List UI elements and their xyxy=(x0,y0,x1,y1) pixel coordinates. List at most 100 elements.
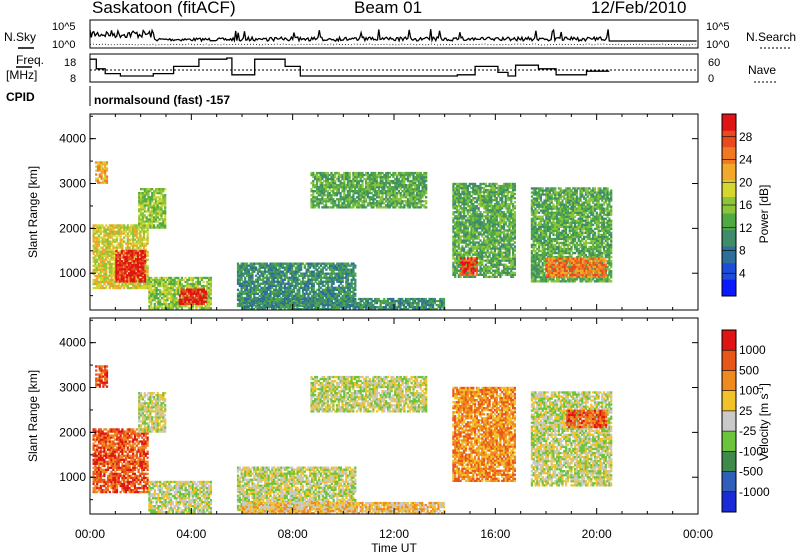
heatmap-cell xyxy=(333,287,335,289)
heatmap-cell xyxy=(454,237,456,239)
heatmap-cell xyxy=(133,254,135,256)
heatmap-cell xyxy=(151,216,153,218)
heatmap-cell xyxy=(160,216,162,218)
heatmap-cell xyxy=(467,243,469,245)
heatmap-cell xyxy=(314,176,316,178)
heatmap-cell xyxy=(157,307,159,309)
heatmap-cell xyxy=(208,295,210,297)
heatmap-cell xyxy=(142,272,144,274)
heatmap-cell xyxy=(405,196,407,198)
heatmap-cell xyxy=(467,187,469,189)
heatmap-cell xyxy=(257,273,259,275)
heatmap-cell xyxy=(138,226,140,228)
heatmap-cell xyxy=(389,196,391,198)
heatmap-cell xyxy=(418,192,420,194)
heatmap-cell xyxy=(190,299,192,301)
heatmap-cell xyxy=(192,279,194,281)
heatmap-cell xyxy=(257,281,259,283)
nsky-tick-low: 10^0 xyxy=(52,39,76,51)
heatmap-cell xyxy=(327,180,329,182)
heatmap-cell xyxy=(354,295,356,297)
heatmap-cell xyxy=(144,206,146,208)
heatmap-cell xyxy=(474,183,476,185)
heatmap-cell xyxy=(109,261,111,263)
heatmap-cell xyxy=(374,198,376,200)
heatmap-cell xyxy=(487,191,489,193)
heatmap-cell xyxy=(157,200,159,202)
heatmap-cell xyxy=(164,226,166,228)
heatmap-cell xyxy=(262,275,264,277)
heatmap-cell xyxy=(487,262,489,264)
heatmap-cell xyxy=(479,231,481,233)
heatmap-cell xyxy=(101,175,103,177)
heatmap-cell xyxy=(197,301,199,303)
heatmap-cell xyxy=(425,176,427,178)
heatmap-cell xyxy=(467,227,469,229)
heatmap-cell xyxy=(467,201,469,203)
heatmap-cell xyxy=(163,293,165,295)
heatmap-cell xyxy=(458,189,460,191)
heatmap-cell xyxy=(259,285,261,287)
heatmap-cell xyxy=(112,245,114,247)
heatmap-cell xyxy=(334,174,336,176)
heatmap-cell xyxy=(147,230,149,232)
heatmap-cell xyxy=(264,285,266,287)
heatmap-cell xyxy=(479,189,481,191)
heatmap-cell xyxy=(147,236,149,238)
heatmap-cell xyxy=(411,182,413,184)
heatmap-cell xyxy=(304,295,306,297)
heatmap-cell xyxy=(392,186,394,188)
heatmap-cell xyxy=(330,184,332,186)
heatmap-cell xyxy=(138,214,140,216)
heatmap-cell xyxy=(401,194,403,196)
heatmap-cell xyxy=(389,206,391,208)
heatmap-cell xyxy=(181,301,183,303)
heatmap-cell xyxy=(109,247,111,249)
heatmap-cell xyxy=(293,265,295,267)
heatmap-cell xyxy=(372,200,374,202)
heatmap-cell xyxy=(333,271,335,273)
heatmap-cell xyxy=(323,172,325,174)
heatmap-cell xyxy=(323,204,325,206)
heatmap-cell xyxy=(153,194,155,196)
heatmap-cell xyxy=(201,277,203,279)
heatmap-cell xyxy=(383,186,385,188)
heatmap-cell xyxy=(287,293,289,295)
heatmap-cell xyxy=(401,202,403,204)
heatmap-cell xyxy=(338,202,340,204)
heatmap-cell xyxy=(316,182,318,184)
heatmap-cell xyxy=(316,269,318,271)
heatmap-cell xyxy=(458,245,460,247)
heatmap-cell xyxy=(323,180,325,182)
heatmap-cell xyxy=(210,299,212,301)
heatmap-cell xyxy=(280,285,282,287)
heatmap-cell xyxy=(330,194,332,196)
heatmap-cell xyxy=(241,271,243,273)
heatmap-cell xyxy=(112,255,114,257)
heatmap-cell xyxy=(354,265,356,267)
heatmap-cell xyxy=(358,192,360,194)
heatmap-cell xyxy=(139,232,141,234)
heatmap-cell xyxy=(297,277,299,279)
heatmap-cell xyxy=(138,220,140,222)
heatmap-cell xyxy=(142,214,144,216)
heatmap-cell xyxy=(144,194,146,196)
heatmap-cell xyxy=(102,285,104,287)
heatmap-cell xyxy=(179,295,181,297)
heatmap-cell xyxy=(454,203,456,205)
heatmap-cell xyxy=(153,202,155,204)
heatmap-cell xyxy=(474,276,476,278)
heatmap-cell xyxy=(381,194,383,196)
heatmap-cell xyxy=(104,165,106,167)
heatmap-cell xyxy=(262,279,264,281)
heatmap-cell xyxy=(340,176,342,178)
heatmap-cell xyxy=(323,190,325,192)
heatmap-cell xyxy=(291,269,293,271)
heatmap-cell xyxy=(157,192,159,194)
heatmap-cell xyxy=(163,279,165,281)
date-title: 12/Feb/2010 xyxy=(591,0,686,17)
heatmap-cell xyxy=(210,289,212,291)
heatmap-cell xyxy=(367,188,369,190)
heatmap-cell xyxy=(151,210,153,212)
heatmap-cell xyxy=(197,299,199,301)
